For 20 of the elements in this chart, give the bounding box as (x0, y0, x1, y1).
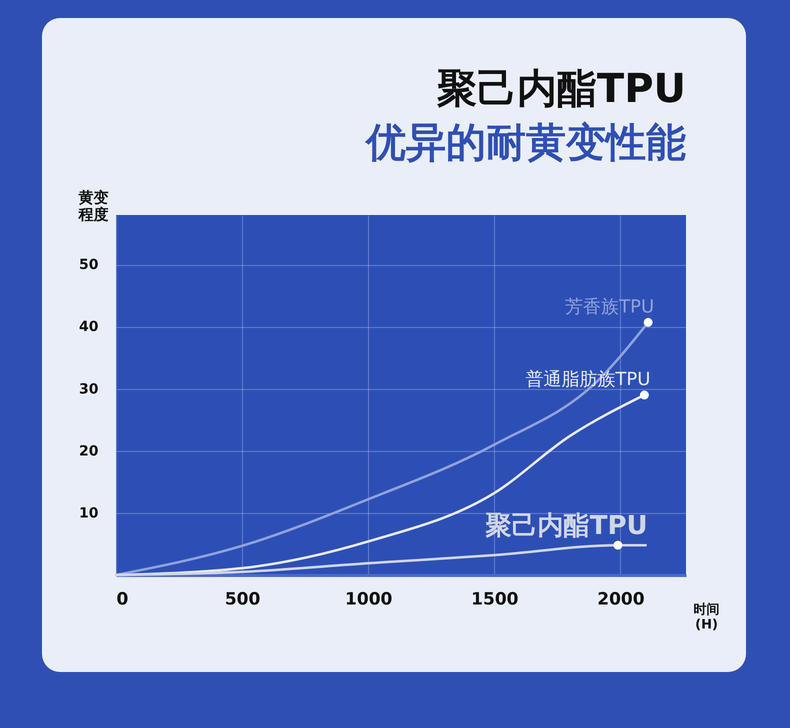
x-tick-label: 0 (116, 590, 128, 610)
chart-subtitle: 优异的耐黄变性能 (366, 119, 686, 168)
x-axis-title: 时间 (H) (694, 602, 720, 632)
series-label: 芳香族TPU (565, 296, 654, 318)
x-tick-label: 2000 (597, 590, 645, 610)
series-label: 普通脂肪族TPU (525, 369, 650, 390)
point (613, 540, 622, 550)
x-tick-label: 500 (224, 590, 261, 610)
chart-title: 聚己内酯TPU (436, 65, 686, 114)
series-label: 聚己内酯TPU (484, 511, 648, 542)
y-tick-label: 10 (79, 505, 99, 522)
y-tick-label: 30 (79, 381, 99, 398)
point (644, 318, 653, 327)
y-tick-label: 40 (79, 319, 99, 336)
point (640, 390, 649, 400)
x-tick-label: 1000 (345, 590, 393, 610)
y-tick-label: 20 (79, 443, 99, 460)
y-axis-title: 黄变程度 (78, 188, 108, 224)
x-tick-label: 1500 (471, 590, 519, 610)
y-tick-label: 50 (79, 257, 99, 274)
